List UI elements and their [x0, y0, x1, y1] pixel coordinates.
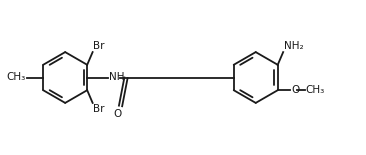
Text: CH₃: CH₃: [7, 73, 26, 82]
Text: Br: Br: [93, 41, 104, 51]
Text: Br: Br: [93, 104, 104, 114]
Text: O: O: [113, 109, 121, 119]
Text: CH₃: CH₃: [306, 85, 325, 95]
Text: NH: NH: [109, 73, 124, 82]
Text: O: O: [291, 85, 300, 95]
Text: NH₂: NH₂: [284, 41, 304, 51]
